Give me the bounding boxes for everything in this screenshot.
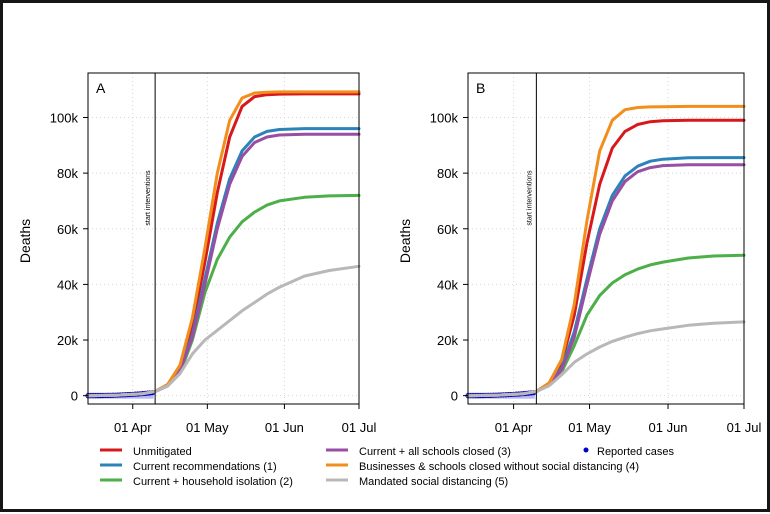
legend-item: Current + all schools closed (3) (326, 446, 511, 458)
series-line-5 (466, 104, 746, 398)
y-tick-label: 20k (57, 333, 78, 348)
legend-dot (583, 447, 589, 453)
legend-label: Current recommendations (1) (133, 461, 277, 473)
y-tick-label: 100k (50, 111, 79, 126)
x-tick-label: 01 May (186, 420, 229, 435)
plot-border (467, 72, 745, 405)
panel-letter: A (96, 80, 106, 96)
y-tick-label: 60k (57, 222, 78, 237)
x-tick-label: 01 Apr (114, 420, 152, 435)
series-line-4 (466, 163, 746, 398)
series-line-2 (466, 156, 746, 398)
x-tick-label: 01 Apr (495, 420, 533, 435)
panel-a: start interventions 01 Apr 01 May 01 Jun 01 … (17, 72, 377, 435)
series-line-5 (86, 90, 361, 398)
panel-letter: B (476, 80, 485, 96)
y-tick-label: 0 (71, 389, 78, 404)
y-tick-label: 0 (451, 389, 458, 404)
figure-canvas: start interventions 01 Apr 01 May 01 Jun 01 … (17, 72, 762, 488)
series-line-1 (86, 92, 361, 398)
x-tick-label: 01 Jun (649, 420, 688, 435)
legend-label: Current + household isolation (2) (133, 476, 293, 488)
legend: Unmitigated Current recommendations (1) Cu… (100, 446, 675, 488)
series-line-6 (86, 264, 361, 398)
y-tick-label: 80k (57, 166, 78, 181)
x-tick-label: 01 Jun (265, 420, 304, 435)
y-tick-label: 100k (430, 111, 459, 126)
x-tick-label: 01 Jul (727, 420, 762, 435)
legend-label: Unmitigated (133, 446, 192, 458)
y-tick-label: 80k (437, 166, 458, 181)
legend-item: Mandated social distancing (5) (326, 476, 508, 488)
y-tick-label: 40k (57, 277, 78, 292)
y-tick-label: 20k (437, 333, 458, 348)
legend-item: Reported cases (583, 446, 675, 458)
y-axis-label: Deaths (17, 219, 33, 263)
legend-item: Current recommendations (1) (100, 461, 277, 473)
series-line-6 (466, 320, 746, 398)
legend-item: Current + household isolation (2) (100, 476, 293, 488)
legend-label: Current + all schools closed (3) (359, 446, 511, 458)
y-axis-label: Deaths (397, 219, 413, 263)
intervention-label: start interventions (145, 170, 152, 226)
y-tick-label: 40k (437, 277, 458, 292)
legend-label: Reported cases (597, 446, 675, 458)
y-tick-label: 60k (437, 222, 458, 237)
x-tick-label: 01 Jul (342, 420, 377, 435)
x-tick-label: 01 May (568, 420, 611, 435)
legend-item: Businesses & schools closed without soci… (326, 461, 639, 473)
legend-item: Unmitigated (100, 446, 192, 458)
legend-label: Mandated social distancing (5) (359, 476, 508, 488)
panel-b: start interventions 01 Apr 01 May 01 Jun 01 … (397, 72, 762, 435)
legend-label: Businesses & schools closed without soci… (359, 461, 639, 473)
plot-border (87, 72, 360, 405)
intervention-label: start interventions (526, 170, 533, 226)
series-line-3 (86, 193, 361, 398)
